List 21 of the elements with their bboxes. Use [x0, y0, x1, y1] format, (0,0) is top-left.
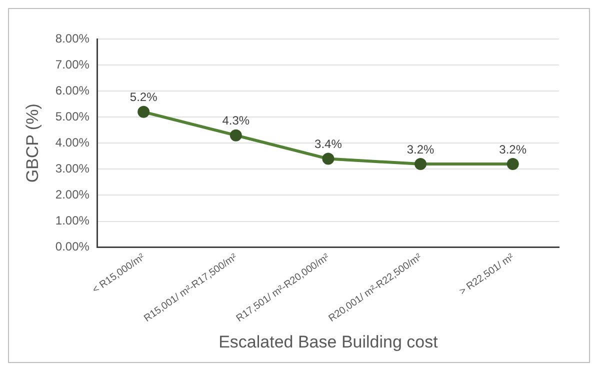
y-tick-label: 4.00% — [55, 135, 90, 150]
y-axis-title: GBCP (%) — [22, 104, 42, 183]
y-tick-label: 7.00% — [55, 57, 90, 72]
point — [322, 152, 334, 165]
point — [506, 158, 519, 170]
y-tick-label: 0.00% — [55, 240, 90, 254]
data-label: 3.2% — [499, 142, 527, 156]
data-label: 3.2% — [406, 142, 435, 156]
y-tick-label: 1.00% — [55, 214, 90, 228]
data-label: 3.4% — [314, 137, 342, 152]
y-tick-label: 8.00% — [55, 31, 90, 46]
point — [138, 106, 150, 118]
y-tick-label: 6.00% — [55, 83, 90, 98]
data-label: 4.3% — [222, 114, 250, 128]
x-axis-title: Escalated Base Building cost — [218, 332, 438, 352]
point — [230, 129, 242, 142]
y-tick-label: 2.00% — [55, 188, 90, 202]
point — [414, 158, 427, 170]
y-tick-label: 3.00% — [55, 162, 90, 176]
y-tick-label: 5.00% — [55, 109, 90, 124]
data-label: 5.2% — [130, 90, 158, 104]
